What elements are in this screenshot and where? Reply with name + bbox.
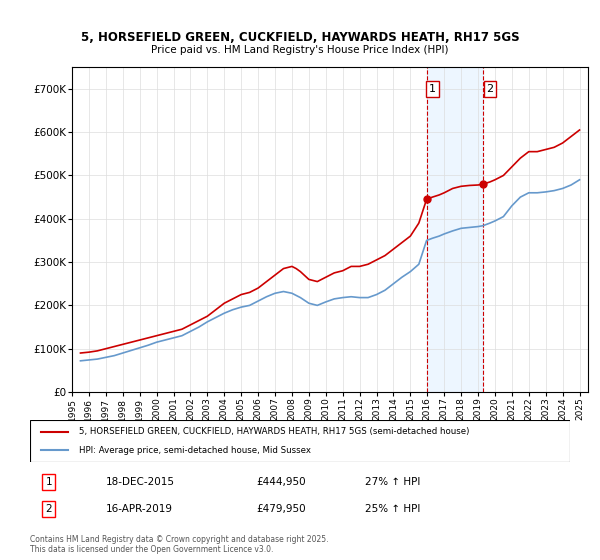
Text: £479,950: £479,950 — [257, 504, 307, 514]
Text: Price paid vs. HM Land Registry's House Price Index (HPI): Price paid vs. HM Land Registry's House … — [151, 45, 449, 55]
Text: 25% ↑ HPI: 25% ↑ HPI — [365, 504, 420, 514]
Text: HPI: Average price, semi-detached house, Mid Sussex: HPI: Average price, semi-detached house,… — [79, 446, 311, 455]
FancyBboxPatch shape — [30, 420, 570, 462]
Text: 16-APR-2019: 16-APR-2019 — [106, 504, 173, 514]
Text: 1: 1 — [429, 84, 436, 94]
Bar — [427, 67, 483, 392]
Text: 1: 1 — [46, 477, 52, 487]
Text: 5, HORSEFIELD GREEN, CUCKFIELD, HAYWARDS HEATH, RH17 5GS (semi-detached house): 5, HORSEFIELD GREEN, CUCKFIELD, HAYWARDS… — [79, 427, 469, 436]
Text: 2: 2 — [487, 84, 493, 94]
Text: 18-DEC-2015: 18-DEC-2015 — [106, 477, 175, 487]
Text: Contains HM Land Registry data © Crown copyright and database right 2025.
This d: Contains HM Land Registry data © Crown c… — [30, 535, 329, 554]
Text: 5, HORSEFIELD GREEN, CUCKFIELD, HAYWARDS HEATH, RH17 5GS: 5, HORSEFIELD GREEN, CUCKFIELD, HAYWARDS… — [80, 31, 520, 44]
Text: £444,950: £444,950 — [257, 477, 307, 487]
Text: 27% ↑ HPI: 27% ↑ HPI — [365, 477, 420, 487]
Text: 2: 2 — [46, 504, 52, 514]
